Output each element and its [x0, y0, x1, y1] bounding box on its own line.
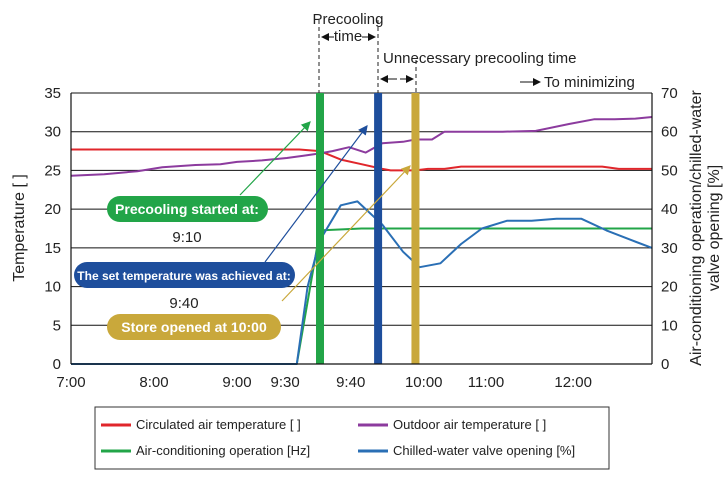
right-axis-title-line1: Air-conditioning operation/chilled-water — [688, 89, 705, 365]
time-marker-940 — [374, 93, 383, 364]
callout-arrow-precooling — [239, 121, 311, 196]
right-axis-title-line2: valve opening [%] — [706, 165, 723, 291]
left-tick-label: 20 — [44, 201, 61, 218]
x-tick-label: 9:40 — [336, 374, 365, 391]
callout-arrow-set-temp — [264, 125, 368, 263]
svg-text:Precooling started at:: Precooling started at: — [115, 201, 259, 217]
svg-text:The set temperature was achiev: The set temperature was achieved at: — [77, 269, 290, 283]
right-tick-label: 10 — [661, 317, 678, 334]
right-tick-label: 50 — [661, 162, 678, 179]
callout-precooling-started: Precooling started at: 9:10 — [107, 196, 268, 246]
callout-time-set-temp: 9:40 — [169, 295, 198, 312]
callout-arrow-store-open — [281, 165, 411, 302]
right-tick-label: 30 — [661, 240, 678, 257]
legend-label: Circulated air temperature [ ] — [136, 417, 301, 432]
right-tick-label: 60 — [661, 124, 678, 141]
left-tick-label: 5 — [53, 317, 61, 334]
x-tick-label: 11:00 — [468, 374, 504, 391]
left-tick-label: 25 — [44, 162, 61, 179]
legend-label: Chilled-water valve opening [%] — [393, 443, 575, 458]
precooling-time-label: Precooling — [313, 11, 384, 28]
left-tick-label: 0 — [53, 356, 61, 373]
left-tick-label: 35 — [44, 85, 61, 102]
right-tick-label: 70 — [661, 85, 678, 102]
left-tick-label: 30 — [44, 124, 61, 141]
x-tick-label: 12:00 — [554, 374, 592, 391]
x-tick-label: 8:00 — [139, 374, 168, 391]
right-tick-label: 0 — [661, 356, 669, 373]
left-axis-title: Temperature [ ] — [11, 174, 28, 282]
legend: Circulated air temperature [ ] Outdoor ai… — [94, 406, 610, 470]
svg-text:Store opened at 10:00: Store opened at 10:00 — [121, 319, 267, 335]
legend-label: Outdoor air temperature [ ] — [393, 417, 546, 432]
to-minimizing-label: To minimizing — [544, 74, 635, 91]
callout-set-temp-achieved: The set temperature was achieved at: 9:4… — [74, 262, 295, 312]
x-tick-label: 7:00 — [56, 374, 85, 391]
unnecessary-precooling-label: Unnecessary precooling time — [383, 50, 576, 67]
time-marker-930 — [316, 93, 324, 364]
x-tick-label: 10:00 — [405, 374, 443, 391]
right-tick-label: 40 — [661, 201, 678, 218]
left-tick-label: 15 — [44, 240, 61, 257]
time-marker-1000 — [411, 93, 420, 364]
left-tick-label: 10 — [44, 279, 61, 296]
x-tick-label: 9:30 — [271, 374, 300, 391]
series-line-1 — [70, 116, 653, 177]
axes: 0 5 10 15 20 25 30 35 0 10 20 30 40 50 60 70 7:00 8:00 9:0… — [44, 85, 677, 391]
callout-time-precooling: 9:10 — [172, 229, 201, 246]
x-tick-label: 9:00 — [222, 374, 251, 391]
legend-label: Air-conditioning operation [Hz] — [136, 443, 310, 458]
precooling-time-label-2: time — [334, 28, 362, 45]
time-markers — [316, 93, 420, 364]
right-tick-label: 20 — [661, 279, 678, 296]
callout-store-opened: Store opened at 10:00 — [107, 314, 281, 340]
series-line-2 — [71, 227, 652, 365]
precooling-time-annotation: Precooling time Unnecessary precooling t… — [313, 11, 635, 93]
